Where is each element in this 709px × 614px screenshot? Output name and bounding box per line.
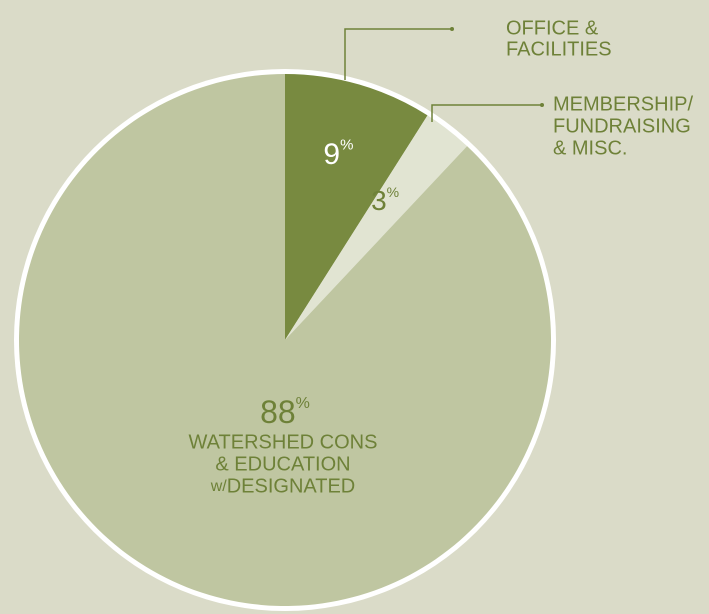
- leader-lines: [344, 27, 544, 122]
- pie-slice-0: [285, 74, 428, 340]
- pie-slice-1: [285, 115, 468, 340]
- pie-slice-2: [19, 74, 552, 606]
- leader-dot-1: [540, 103, 544, 107]
- slice-percent-2: 88%: [260, 394, 310, 430]
- slice-label-1: MEMBERSHIP/FUNDRAISING & MISC.: [553, 93, 693, 159]
- leader-dot-0: [450, 27, 454, 31]
- pie-slices: [19, 74, 552, 606]
- leader-line-0: [344, 28, 452, 80]
- slice-percent-1: 3%: [371, 184, 399, 216]
- leader-line-1: [431, 104, 542, 122]
- slice-labels: 9% OFFICE & FACILITIES 3% MEMBERSHIP/FUNDRAI…: [189, 17, 694, 497]
- slice-label-0: OFFICE & FACILITIES: [506, 17, 612, 60]
- slice-label-2: WATERSHED CONS & EDUCATION w/DESIGNATED: [189, 431, 378, 497]
- slice-percent-0: 9%: [323, 137, 353, 171]
